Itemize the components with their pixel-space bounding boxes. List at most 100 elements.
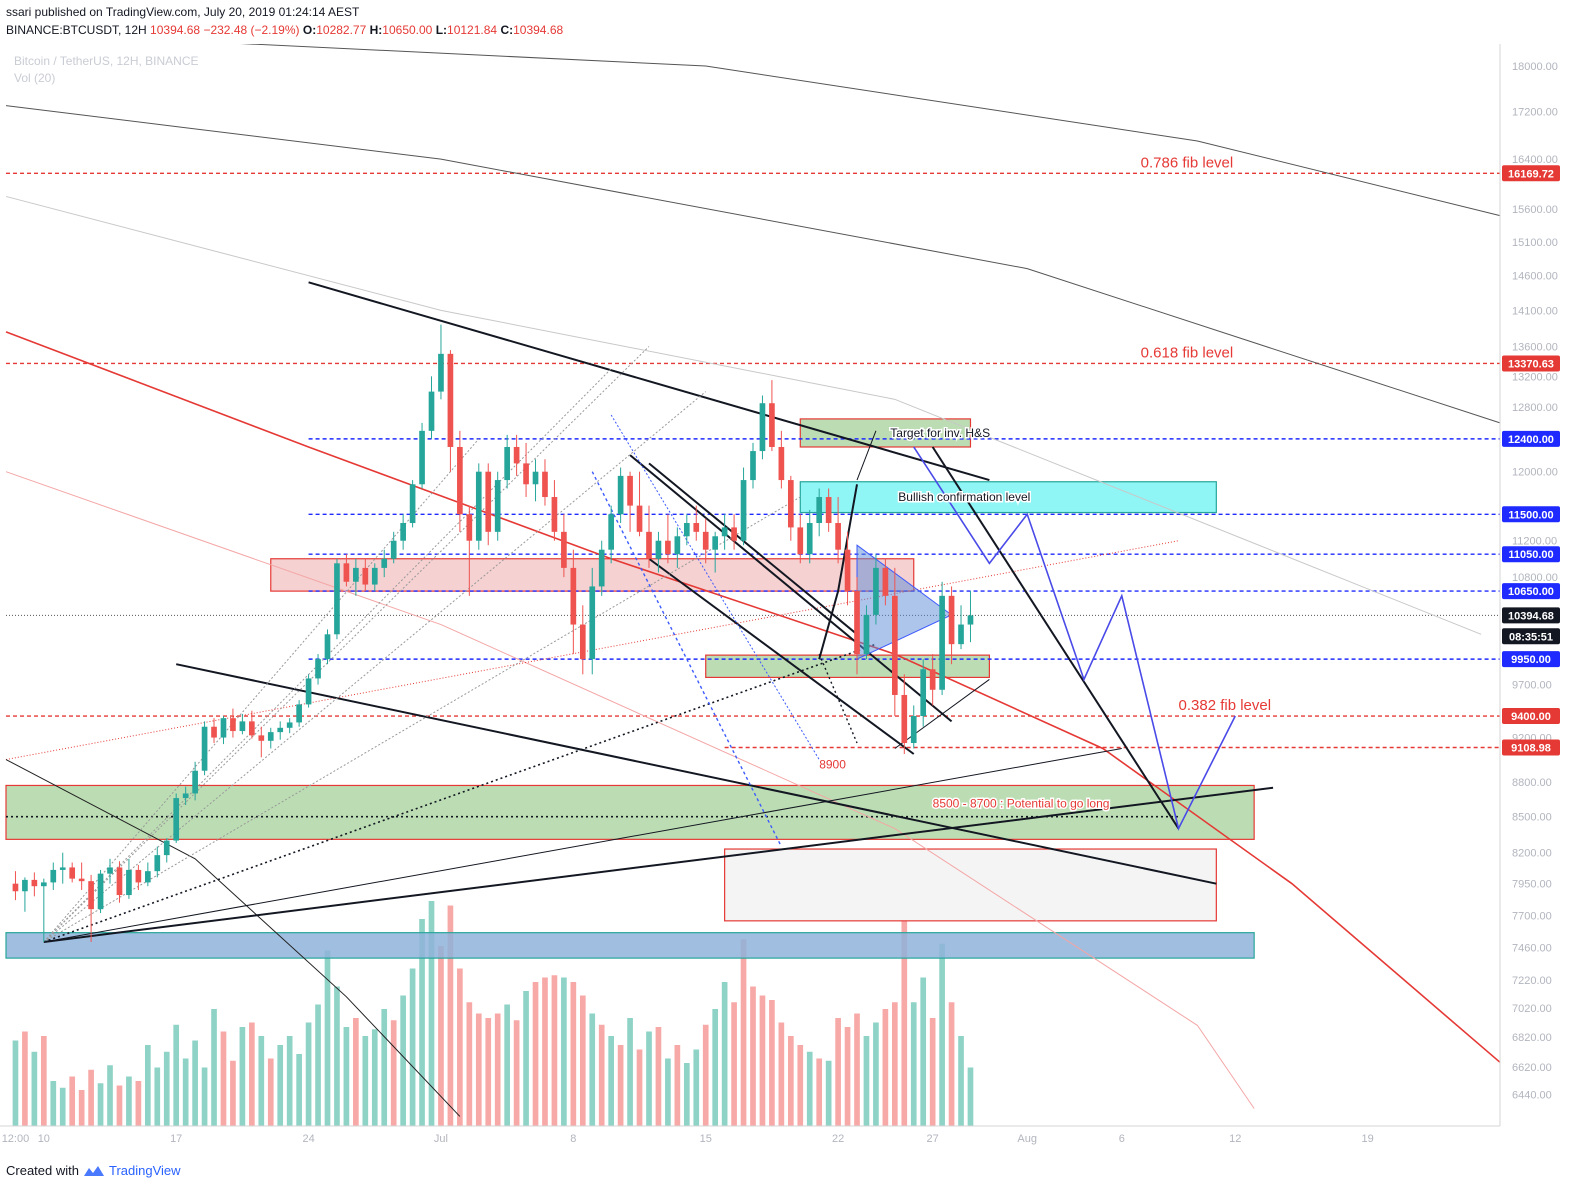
volume-bar [40, 1036, 47, 1126]
arc-line [5, 759, 461, 1117]
candle-body [97, 873, 104, 910]
y-tick-label: 12000.00 [1512, 467, 1558, 479]
volume-bar [59, 1087, 66, 1126]
candle-body [665, 540, 671, 555]
candle-body [721, 527, 728, 537]
volume-bar [400, 995, 406, 1126]
volume-bar [901, 901, 908, 1126]
candle-body [400, 523, 406, 541]
candle-body [674, 536, 681, 555]
candle-body [353, 567, 359, 582]
volume-bar [939, 943, 945, 1126]
trend-line [629, 454, 953, 723]
volume-bar [31, 1051, 38, 1126]
y-tick-label: 9700.00 [1512, 680, 1552, 692]
candle-body [816, 497, 823, 524]
volume-bar [608, 1036, 615, 1126]
price-tag-label: 11500.00 [1508, 509, 1553, 521]
y-tick-label: 15100.00 [1512, 237, 1558, 249]
candle-body [589, 586, 596, 660]
candle-body [948, 595, 955, 645]
volume-bar [523, 991, 529, 1126]
price-zone [5, 784, 1255, 840]
y-tick-label: 7950.00 [1512, 879, 1552, 891]
price-tag-label: 16169.72 [1508, 168, 1554, 180]
tradingview-brand: TradingView [108, 1163, 181, 1178]
volume-bar [542, 977, 548, 1126]
price-tag [1502, 165, 1560, 182]
zone-label: Target for inv. H&S [890, 426, 990, 440]
y-tick-label: 8800.00 [1512, 777, 1552, 789]
candle-body [126, 869, 132, 896]
volume-bar [494, 1013, 501, 1126]
candle-body [277, 727, 284, 733]
candle-body [78, 878, 85, 882]
volume-bar [769, 1000, 775, 1126]
volume-bar [854, 1013, 860, 1126]
y-tick-label: 8200.00 [1512, 848, 1552, 860]
trend-line [43, 786, 1274, 943]
y-tick-label: 7220.00 [1512, 975, 1552, 987]
candles-layer [12, 324, 974, 942]
zones-layer [5, 418, 1255, 959]
arc-line [5, 105, 1501, 424]
volume-bar [504, 1004, 510, 1126]
volume-bar [513, 1020, 520, 1126]
volume-bar [579, 995, 586, 1126]
price-tag-label: 9400.00 [1511, 711, 1551, 723]
y-tick-label: 13200.00 [1512, 371, 1558, 383]
candle-body [863, 614, 870, 655]
candle-body [532, 471, 539, 485]
y-tick-label: 10800.00 [1512, 572, 1558, 584]
candle-body [144, 871, 151, 883]
price-tag-label: 12400.00 [1508, 434, 1554, 446]
volume-bar [466, 1002, 473, 1126]
volume-bar [353, 1018, 359, 1126]
price-zone [5, 932, 1255, 959]
fib-level-label: 0.618 fib level [1141, 344, 1234, 361]
volume-bar [334, 986, 340, 1126]
drawings-layer [5, 44, 1501, 1117]
candle-body [910, 716, 917, 744]
volume-bar [12, 1040, 19, 1126]
y-tick-label: 14100.00 [1512, 305, 1558, 317]
candle-body [797, 527, 804, 555]
candle-body [69, 867, 76, 879]
candle-body [920, 669, 927, 717]
y-tick-label: 14600.00 [1512, 270, 1558, 282]
fan-line [43, 346, 650, 943]
x-tick-label: 27 [927, 1133, 939, 1145]
fib-level-label: 0.382 fib level [1179, 697, 1272, 714]
volume-bar [249, 1022, 255, 1126]
volume-bar [305, 1022, 312, 1126]
x-tick-label: Aug [1017, 1133, 1037, 1145]
price-zone [724, 848, 1217, 922]
volume-bar [163, 1051, 170, 1126]
trend-line [648, 462, 858, 636]
price-chart[interactable]: Bitcoin / TetherUS, 12H, BINANCE Vol (20)… [0, 44, 1577, 1156]
trend-line [43, 747, 1122, 943]
projection-arrow [856, 430, 877, 481]
candle-body [258, 735, 265, 741]
created-with-text: Created with [6, 1163, 79, 1178]
candle-body [419, 430, 425, 485]
volume-bar [220, 1031, 227, 1126]
volume-bar [97, 1083, 104, 1126]
volume-bar [882, 1009, 889, 1126]
price-tag [1502, 546, 1560, 563]
open-value: 10282.77 [316, 23, 367, 37]
volume-bar [750, 986, 756, 1126]
candle-body [929, 669, 936, 690]
volume-bar [863, 1036, 870, 1126]
y-tick-label: 6620.00 [1512, 1062, 1552, 1074]
faint-red-curve [5, 471, 1255, 1109]
volume-bar [551, 975, 558, 1126]
volume-bar [78, 1090, 85, 1126]
candle-body [343, 563, 350, 582]
candle-body [778, 446, 785, 481]
candle-body [201, 726, 208, 771]
volume-bar [778, 1022, 785, 1126]
candle-body [513, 446, 520, 464]
volume-bar [816, 1058, 823, 1126]
candle-body [712, 536, 719, 550]
